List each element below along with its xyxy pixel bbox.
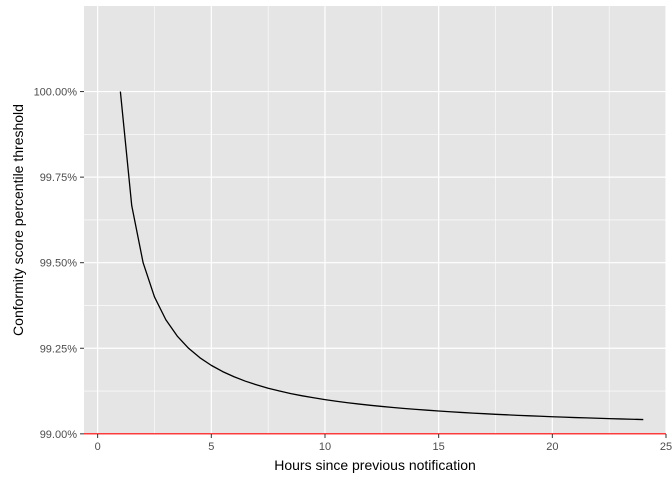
x-tick-label: 15 <box>433 441 445 453</box>
y-tick-label: 99.25% <box>40 343 78 355</box>
y-tick-label: 100.00% <box>34 87 78 99</box>
x-tick-label: 20 <box>546 441 558 453</box>
x-tick-label: 10 <box>319 441 331 453</box>
y-axis-title: Conformity score percentile threshold <box>10 104 26 336</box>
series-line <box>119 91 644 421</box>
series-layer <box>119 91 644 421</box>
minor-gridlines <box>84 6 666 434</box>
x-axis-title: Hours since previous notification <box>274 457 476 473</box>
y-axis: 99.00% 99.25% 99.50% 99.75% 100.00% <box>34 87 84 441</box>
y-tick-label: 99.50% <box>40 258 78 270</box>
y-tick-label: 99.00% <box>40 429 78 441</box>
x-tick-label: 25 <box>660 441 672 453</box>
y-tick-label: 99.75% <box>40 172 78 184</box>
x-tick-label: 0 <box>95 441 101 453</box>
x-tick-label: 5 <box>208 441 214 453</box>
x-axis: 0 5 10 15 20 25 <box>95 434 672 453</box>
